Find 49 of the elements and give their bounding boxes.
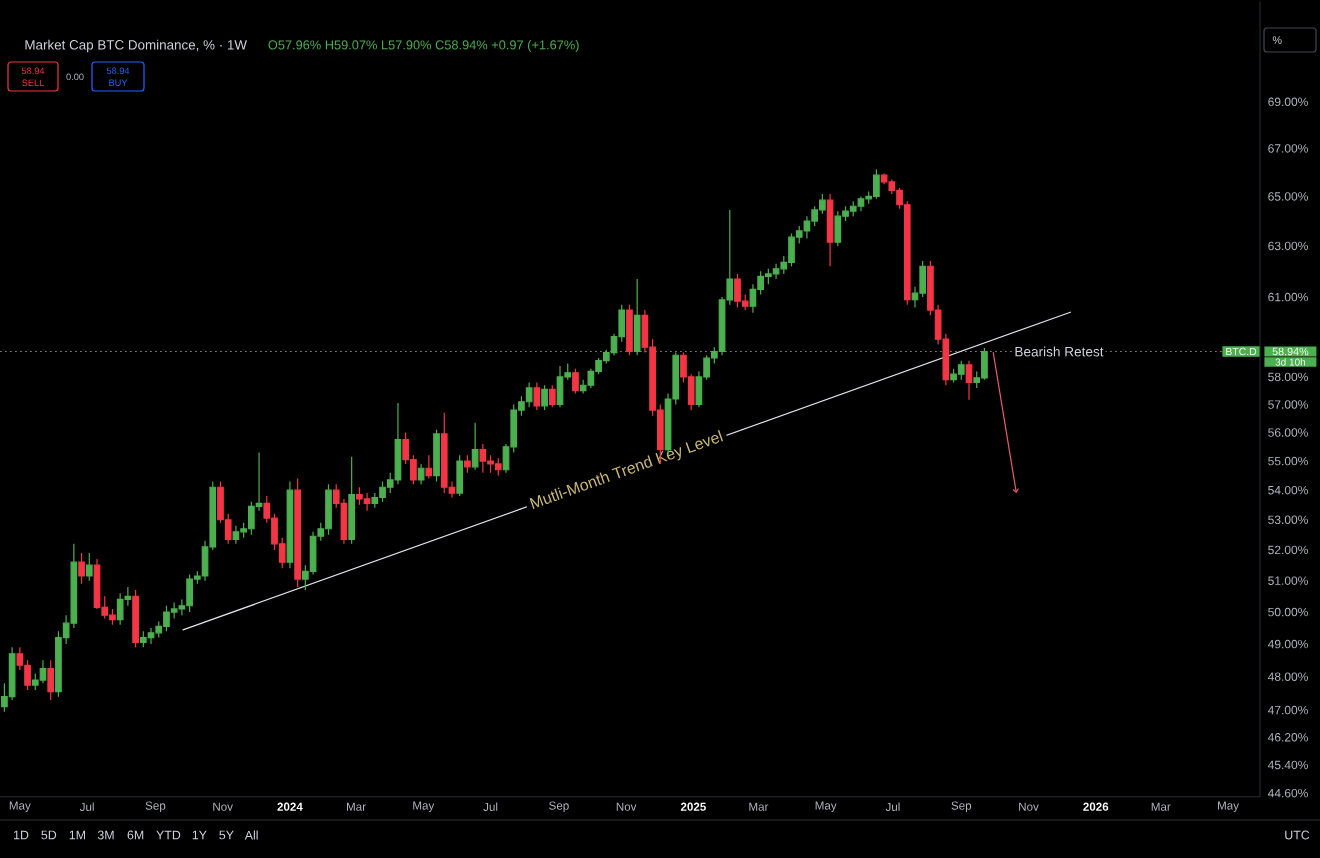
candlestick (548, 384, 556, 408)
candlestick (541, 384, 548, 411)
candlestick (186, 573, 193, 613)
candlestick (572, 368, 579, 395)
candlestick (425, 454, 433, 480)
candlestick (363, 492, 371, 512)
candlestick (116, 592, 124, 626)
candlestick (494, 457, 502, 477)
candlestick (525, 381, 533, 408)
candlestick (734, 273, 741, 309)
candlestick (286, 480, 294, 569)
candlestick (47, 659, 55, 701)
candlestick (849, 200, 857, 217)
candlestick (163, 605, 170, 632)
candlestick (78, 552, 85, 585)
candlestick (440, 412, 448, 494)
candlestick (873, 168, 880, 200)
candlestick (772, 263, 780, 280)
candlestick (957, 360, 965, 381)
candlestick (139, 630, 147, 648)
candlestick (950, 368, 957, 384)
candlestick (471, 422, 479, 471)
candlestick (834, 210, 842, 247)
candlestick (857, 195, 865, 212)
candlestick (93, 558, 101, 610)
candlestick (626, 304, 633, 356)
candlestick (39, 659, 47, 684)
candlestick (433, 429, 440, 482)
candlestick (556, 365, 564, 408)
candlestick (533, 381, 541, 411)
candlestick (348, 456, 356, 545)
candlestick (456, 454, 464, 497)
candlestick (981, 347, 988, 381)
candlestick (294, 477, 301, 588)
candlestick (147, 627, 155, 645)
candlestick (479, 443, 487, 474)
candlestick (633, 278, 641, 356)
candlestick (85, 552, 93, 582)
candlestick (379, 480, 386, 503)
candlestick (325, 483, 332, 536)
candlestick (788, 232, 795, 267)
candlestick (826, 193, 834, 267)
candlestick (132, 589, 139, 648)
candlestick (394, 402, 402, 485)
candlestick (965, 360, 973, 401)
candlestick (232, 525, 240, 545)
candlestick (417, 463, 425, 485)
candlestick (464, 454, 471, 474)
candlestick (356, 486, 363, 506)
